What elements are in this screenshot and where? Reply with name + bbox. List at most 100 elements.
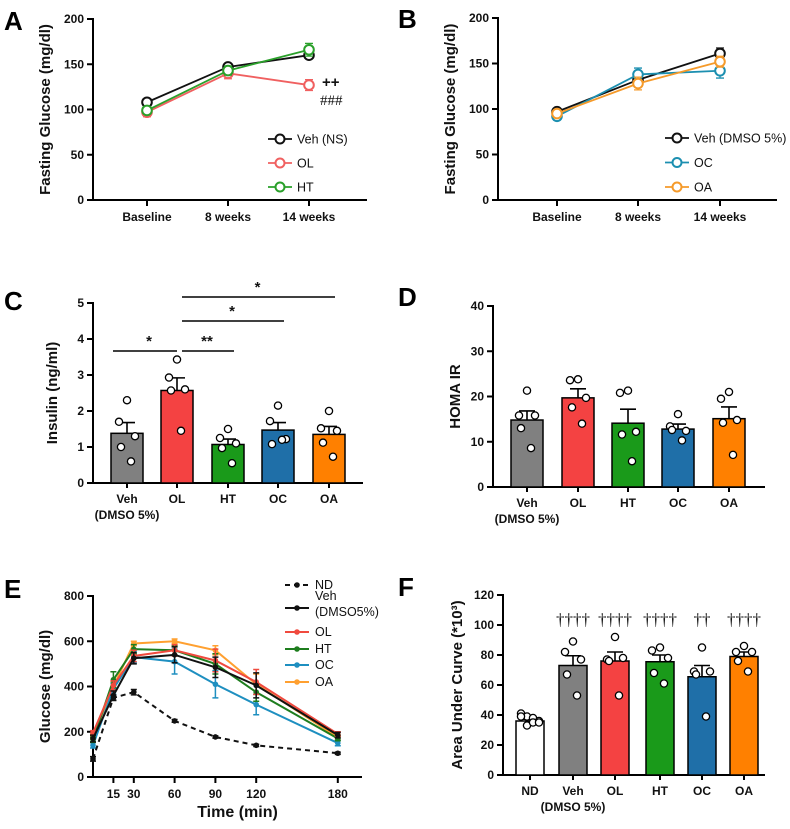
bar-group-nd [515, 709, 545, 776]
bar-annotation: †† [694, 610, 711, 629]
x-tick-label: OL [169, 492, 186, 506]
data-point [733, 656, 743, 666]
significance-label: * [229, 303, 235, 320]
data-point [562, 670, 572, 679]
data-point [253, 742, 259, 749]
y-tick-label: 20 [471, 390, 485, 404]
y-tick-label: 3 [77, 368, 84, 382]
data-point [303, 79, 315, 91]
data-point [576, 655, 586, 664]
y-tick-label: 30 [471, 344, 485, 358]
x-tick-label: OC [693, 784, 711, 798]
significance-label: ** [201, 333, 213, 350]
legend-marker [294, 662, 300, 668]
data-point [655, 643, 665, 652]
bar-group-veh [558, 637, 588, 776]
legend-label-line: Veh [315, 589, 337, 603]
legend-marker [294, 679, 300, 685]
data-point [222, 64, 234, 77]
bar [510, 419, 544, 488]
error-bar [607, 651, 623, 661]
legend-marker [274, 133, 286, 145]
x-tick-label: Veh [516, 496, 537, 510]
data-point [231, 439, 241, 448]
data-point [212, 664, 219, 671]
y-tick-label: 200 [64, 725, 84, 739]
bar-annotation: †††† [598, 610, 632, 629]
y-tick-label: 0 [482, 193, 489, 207]
series-ol: OL [141, 67, 315, 171]
y-tick-label: 600 [64, 634, 84, 648]
x-tick-label: 90 [209, 787, 223, 801]
legend-marker [294, 605, 300, 611]
panel-e: E 0 200 400 600 800 Glucose (mg/dl) 15 30 60 90 120… [4, 574, 379, 821]
data-point [114, 417, 124, 427]
data-point [126, 457, 136, 466]
data-point [567, 403, 577, 412]
y-tick-label: 0 [77, 476, 84, 490]
data-point [253, 701, 259, 708]
bar-group-oc [661, 409, 695, 488]
bar-annotation: †††† [643, 610, 677, 629]
data-point [534, 718, 544, 727]
data-point [131, 689, 137, 695]
error-bar [565, 654, 581, 666]
y-tick-label: 10 [471, 435, 485, 449]
data-point [743, 667, 753, 676]
data-point [714, 55, 726, 68]
data-point [526, 443, 536, 453]
data-point [530, 411, 540, 420]
panel-f: F 0 20 40 60 80 100 120 Area Under Curve (*10³) N… [398, 572, 765, 814]
bar-annotation: †††† [556, 610, 590, 629]
panel-c: C 0 1 2 3 4 5 Insulin (ng/ml) Veh (DMSO 5%) OL HT OC… [4, 279, 363, 522]
y-tick-label: 120 [474, 588, 494, 602]
legend-marker [294, 646, 300, 652]
x-tick-label: 60 [168, 787, 182, 801]
y-tick-label: 200 [64, 12, 84, 26]
bar [515, 720, 545, 776]
data-point [253, 682, 259, 689]
bar-group-veh [510, 386, 544, 488]
bar-group-veh [110, 395, 144, 484]
data-point [568, 637, 578, 646]
data-point [677, 436, 687, 445]
y-tick-label: 400 [64, 680, 84, 694]
data-point [90, 735, 96, 742]
y-axis-title: Area Under Curve (*10³) [449, 600, 466, 769]
x-tick-label: HT [220, 492, 237, 506]
data-point [522, 386, 532, 395]
x-tick-label: HT [652, 784, 669, 798]
panel-a: A 0 50 100 150 200 Fasting Glucose (mg/dl) Base… [4, 6, 367, 224]
bar [558, 664, 588, 776]
series-nd [90, 688, 341, 762]
x-tick-label: Baseline [532, 210, 582, 224]
data-point [176, 426, 186, 436]
data-point [265, 416, 275, 426]
legend-label: HT [315, 642, 332, 656]
data-point [618, 653, 628, 663]
data-point [215, 433, 225, 443]
y-tick-label: 150 [469, 57, 489, 71]
panel-letter: C [4, 286, 23, 316]
data-point [122, 395, 132, 405]
bar [160, 389, 194, 484]
data-point [604, 656, 614, 666]
data-point [171, 638, 178, 645]
data-point [324, 406, 334, 416]
legend-label: OA [694, 181, 713, 195]
error-bar [519, 410, 535, 421]
x-tick-label: Veh [562, 784, 583, 798]
data-point [623, 386, 633, 395]
significance-label: * [255, 279, 261, 296]
y-tick-label: 0 [487, 768, 494, 782]
data-point [110, 682, 117, 689]
y-tick-label: 40 [471, 299, 485, 313]
data-point [627, 456, 637, 466]
x-tick-label: Veh [116, 492, 137, 506]
data-point [516, 712, 526, 721]
bar-group-ht [611, 386, 645, 488]
legend-label: ND [315, 578, 333, 592]
bar-annotation: †††† [727, 610, 761, 629]
data-point [560, 647, 570, 657]
data-point [716, 394, 726, 404]
